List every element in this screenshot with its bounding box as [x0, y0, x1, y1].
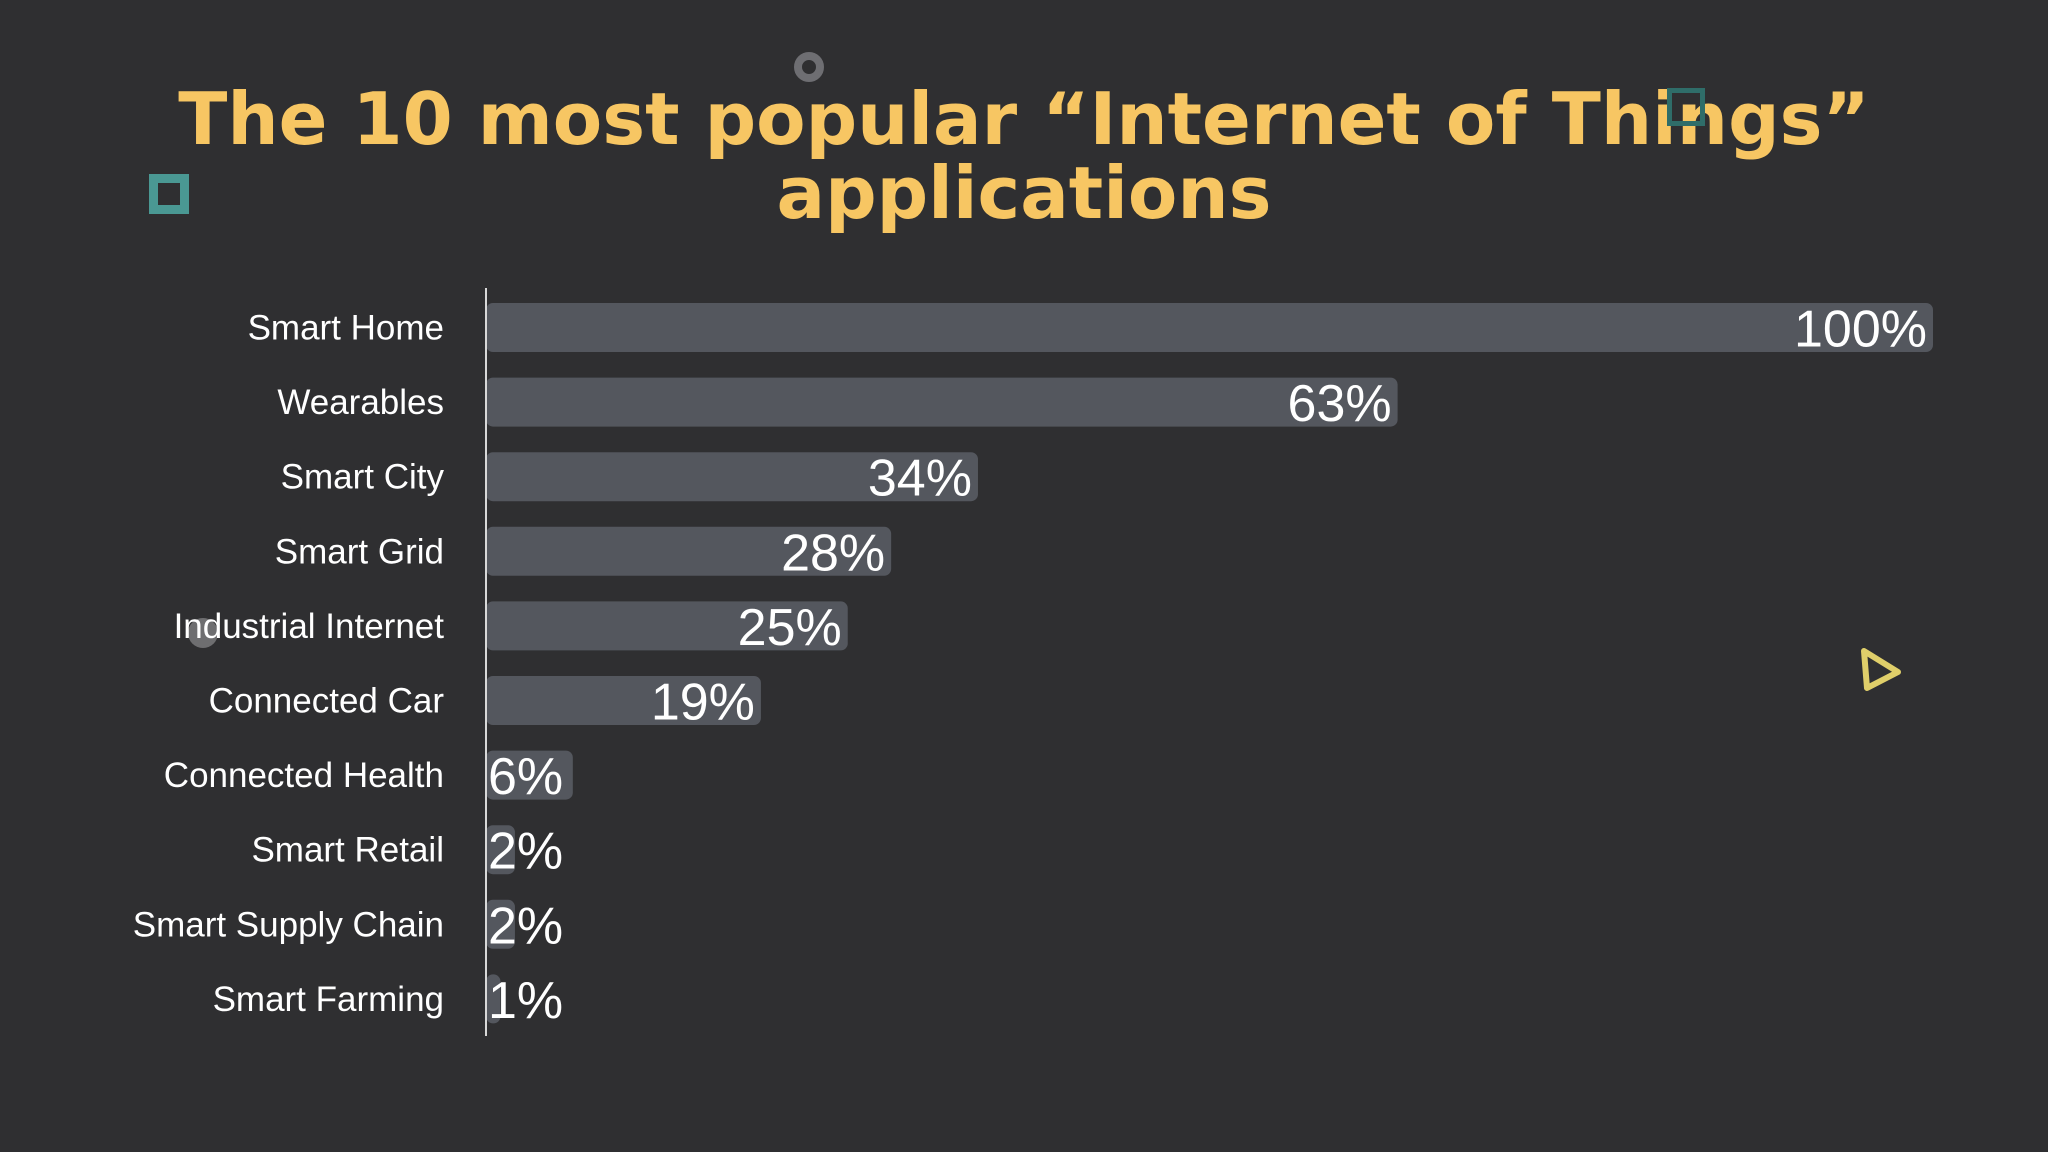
category-label: Wearables [277, 383, 444, 422]
value-label: 25% [738, 599, 842, 657]
chart-title-line-2: applications [776, 151, 1272, 235]
bar-7 [486, 825, 515, 875]
category-label: Connected Health [164, 756, 444, 795]
square-outline-icon [149, 174, 189, 214]
play-triangle-icon [1861, 648, 1901, 691]
dot-icon [188, 618, 218, 648]
value-label: 28% [781, 524, 885, 582]
value-label: 19% [651, 674, 755, 732]
category-label: Smart Supply Chain [133, 905, 444, 944]
value-label: 34% [868, 450, 972, 508]
value-label: 1% [488, 972, 563, 1030]
bar-9 [486, 974, 501, 1024]
chart-title-line-1: The 10 most popular “Internet of Things” [178, 77, 1870, 161]
bar-1 [486, 377, 1398, 427]
value-label: 2% [488, 823, 563, 881]
bars-layer: Smart Home 100% Wearables 63% Smart City 34% S… [133, 288, 1933, 1036]
bar-8 [486, 899, 515, 949]
value-label: 63% [1288, 375, 1392, 433]
bar-6 [486, 750, 573, 800]
ring-icon [794, 52, 824, 82]
bar-2 [486, 452, 978, 502]
category-label: Smart Home [248, 309, 444, 348]
value-label: 2% [488, 897, 563, 955]
bar-3 [486, 526, 892, 576]
bar-4 [486, 601, 848, 651]
category-label: Smart City [281, 458, 445, 497]
bar-0 [486, 303, 1933, 352]
category-label: Smart Retail [251, 831, 444, 870]
category-label: Smart Farming [213, 980, 444, 1019]
value-label: 100% [1794, 301, 1927, 359]
bar-5 [486, 676, 761, 725]
category-label: Connected Car [209, 682, 445, 721]
category-label: Smart Grid [275, 532, 444, 571]
square-outline-icon [1667, 88, 1705, 126]
value-label: 6% [488, 748, 563, 806]
category-label: Industrial Internet [174, 607, 445, 646]
chart-title: The 10 most popular “Internet of Things”… [124, 82, 1924, 230]
